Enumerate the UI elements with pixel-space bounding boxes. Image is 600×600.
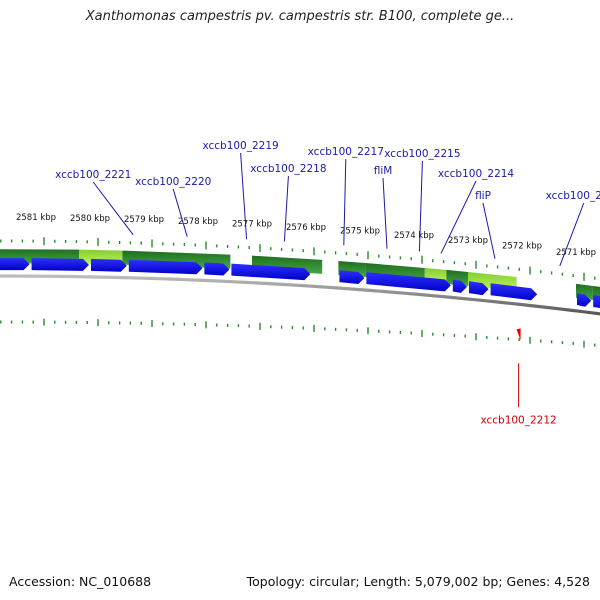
gene-arrow xyxy=(339,270,365,284)
scale-ticks-outer xyxy=(0,237,596,281)
gene-arrow xyxy=(128,259,203,275)
gene-label: xccb100_2217 xyxy=(308,146,384,158)
scale-label: 2573 kbp xyxy=(448,236,488,246)
gene-arrow xyxy=(593,294,600,308)
scale-label: 2576 kbp xyxy=(286,223,326,233)
scale-label: 2577 kbp xyxy=(232,220,272,230)
gene-arrow xyxy=(490,283,538,301)
gene-leader-line xyxy=(172,188,188,237)
scale-label: 2572 kbp xyxy=(502,242,542,252)
accession-label: Accession: NC_010688 xyxy=(9,574,152,589)
gene-arrow xyxy=(366,272,451,292)
gene-label: xccb100_2214 xyxy=(438,168,515,180)
gene-label: xccb100_2215 xyxy=(384,148,460,160)
gene-label: xccb100_2218 xyxy=(250,163,326,175)
gene-label: xccb100_2221 xyxy=(55,169,131,181)
gene-arrow xyxy=(452,279,467,293)
gene-label: xccb100_2220 xyxy=(135,176,211,188)
backbone-arc xyxy=(0,274,600,316)
gene-label: fliP xyxy=(475,190,491,202)
gene-labels: xccb100_2221 xccb100_2220 xccb100_2219xccb… xyxy=(55,140,600,267)
genome-summary: Topology: circular; Length: 5,079,002 bp… xyxy=(246,574,590,589)
gene-arrow xyxy=(204,262,230,276)
gene-arrow xyxy=(231,263,311,281)
feature-block xyxy=(446,269,468,286)
scale-label: 2581 kbp xyxy=(16,213,56,223)
highlight-gene-label: xccb100_2212 xyxy=(480,414,556,426)
gene-arrow xyxy=(577,292,592,307)
gene-leader-line xyxy=(343,158,347,246)
gene-label: xccb100_2219 xyxy=(202,140,278,152)
gene-leader-line xyxy=(559,202,585,267)
gene-leader-line xyxy=(418,160,423,252)
genome-backbone xyxy=(0,274,600,316)
gene-leader-line xyxy=(240,152,248,240)
scale-labels: 2581 kbp 2580 kbp 2579 kbp 2578 kbp 2577 kbp… xyxy=(16,213,596,258)
scale-label: 2579 kbp xyxy=(124,215,164,225)
gene-arrow xyxy=(0,258,30,271)
gene-leader-line xyxy=(382,177,388,249)
highlight-marker xyxy=(516,328,521,341)
gene-arrow xyxy=(91,258,127,272)
scale-ticks-inner xyxy=(0,318,596,348)
gene-leader-line xyxy=(92,181,134,236)
gene-arrow xyxy=(31,258,90,271)
gene-arrow xyxy=(469,281,489,296)
highlight-gene: xccb100_2212 xyxy=(480,328,557,426)
scale-label: 2574 kbp xyxy=(394,231,434,241)
scale-label: 2578 kbp xyxy=(178,217,218,227)
gene-leader-line xyxy=(440,180,477,254)
scale-label: 2575 kbp xyxy=(340,227,380,237)
scale-label: 2580 kbp xyxy=(70,214,110,224)
scale-label: 2571 kbp xyxy=(556,248,596,258)
gene-leader-line xyxy=(482,202,496,259)
map-title: Xanthomonas campestris pv. campestris st… xyxy=(85,9,515,24)
gene-label: fliM xyxy=(374,165,393,177)
gene-label: xccb100_2211 xyxy=(546,190,600,202)
gene-leader-line xyxy=(283,175,289,242)
gene-track xyxy=(0,258,600,308)
